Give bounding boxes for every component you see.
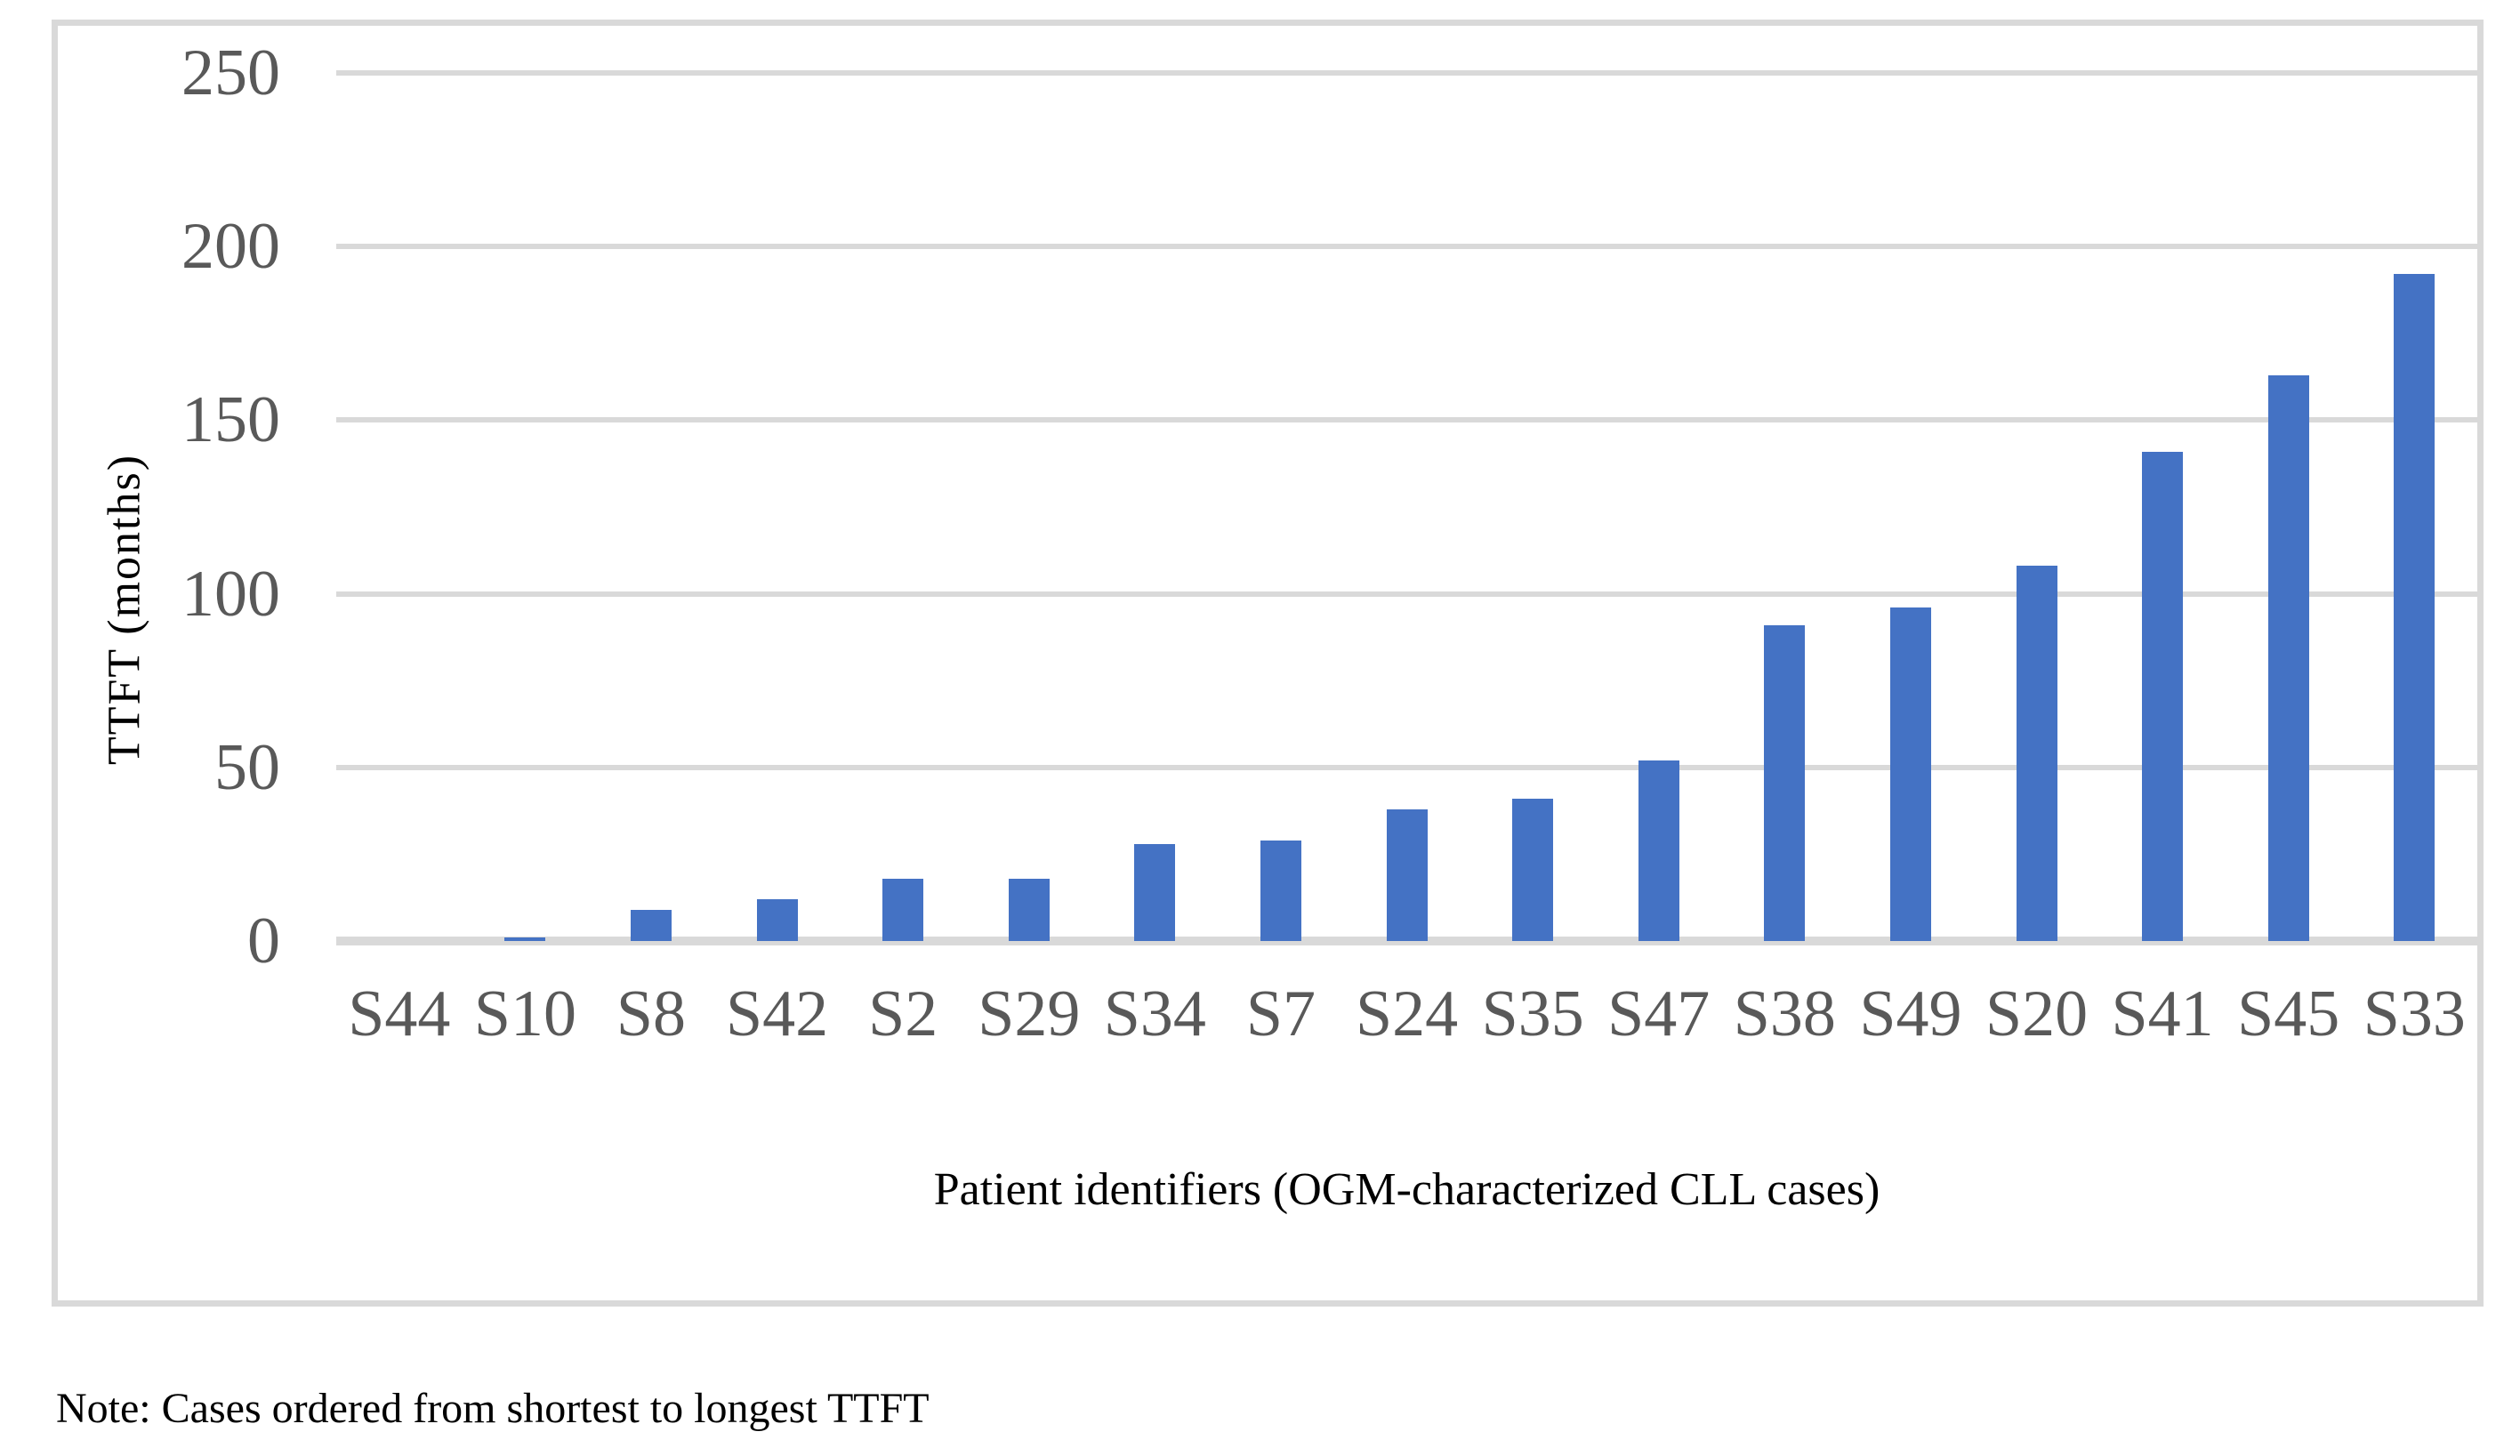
bar-S7	[1260, 840, 1301, 941]
bar-slot-S29	[966, 73, 1092, 941]
bar-S45	[2267, 374, 2309, 941]
bar-S42	[756, 899, 798, 941]
x-axis-baseline	[336, 937, 2477, 945]
bar-S33	[2394, 274, 2435, 941]
gridline-y-250	[336, 70, 2477, 76]
bar-slot-S45	[2226, 73, 2352, 941]
bar-slot-S44	[336, 73, 463, 941]
bar-S24	[1386, 808, 1428, 941]
bar-S2	[882, 878, 924, 941]
bar-slot-S33	[2352, 73, 2478, 941]
y-tick-label-50: 50	[214, 730, 280, 804]
bar-slot-S24	[1344, 73, 1470, 941]
x-tick-label-S49: S49	[1859, 977, 1962, 1050]
gridline-y-200	[336, 244, 2477, 250]
bar-slot-S38	[1722, 73, 1848, 941]
bar-S49	[1889, 607, 1931, 941]
gridline-y-150	[336, 417, 2477, 423]
bar-S35	[1512, 798, 1554, 941]
bar-slot-S49	[1848, 73, 1974, 941]
x-tick-label-S20: S20	[1985, 977, 2089, 1050]
bar-S38	[1764, 624, 1806, 941]
x-tick-label-S8: S8	[616, 977, 687, 1050]
chart-frame	[52, 20, 2484, 1307]
bar-slot-S34	[1092, 73, 1219, 941]
bar-S10	[504, 937, 546, 941]
x-axis-title: Patient identifiers (OGM-characterized C…	[933, 1164, 1880, 1215]
plot-area	[336, 70, 2477, 945]
bar-S34	[1134, 843, 1176, 941]
y-tick-label-200: 200	[181, 210, 280, 284]
x-tick-label-S41: S41	[2111, 977, 2214, 1050]
x-tick-label-S33: S33	[2363, 977, 2466, 1050]
x-tick-label-S42: S42	[726, 977, 829, 1050]
bar-S20	[2016, 566, 2057, 941]
bar-slot-S8	[588, 73, 714, 941]
bar-S41	[2142, 451, 2184, 941]
gridline-y-100	[336, 591, 2477, 597]
y-tick-label-150: 150	[181, 383, 280, 457]
x-tick-label-S10: S10	[473, 977, 576, 1050]
x-tick-label-S38: S38	[1733, 977, 1836, 1050]
x-tick-label-S7: S7	[1245, 977, 1316, 1050]
figure-note: Note: Cases ordered from shortest to lon…	[56, 1385, 930, 1432]
x-tick-label-S35: S35	[1481, 977, 1584, 1050]
bar-slot-S2	[840, 73, 966, 941]
x-tick-label-S34: S34	[1103, 977, 1206, 1050]
x-tick-label-S44: S44	[348, 977, 451, 1050]
x-tick-label-S45: S45	[2237, 977, 2340, 1050]
y-tick-label-0: 0	[247, 905, 280, 977]
bar-S29	[1008, 878, 1050, 941]
bar-S8	[630, 909, 672, 941]
bar-slot-S35	[1469, 73, 1596, 941]
bar-slot-S20	[1974, 73, 2100, 941]
bar-slot-S47	[1596, 73, 1722, 941]
y-tick-label-250: 250	[181, 36, 280, 109]
y-tick-label-100: 100	[181, 557, 280, 631]
x-tick-label-S29: S29	[978, 977, 1081, 1050]
x-tick-label-S24: S24	[1355, 977, 1459, 1050]
bar-slot-S7	[1218, 73, 1344, 941]
y-axis-title: TTFT (months)	[99, 453, 150, 766]
bar-series	[336, 73, 2477, 941]
x-tick-label-S47: S47	[1607, 977, 1711, 1050]
bar-slot-S10	[463, 73, 589, 941]
x-tick-label-S2: S2	[868, 977, 938, 1050]
gridline-y-50	[336, 764, 2477, 770]
bar-S47	[1638, 760, 1679, 941]
bar-slot-S41	[2099, 73, 2226, 941]
x-axis-tick-labels: S44 S10 S8 S42 S2 S29 S34 S7 S24 S35 S47 S38 S49 S20 S…	[336, 977, 2477, 1052]
bar-slot-S42	[714, 73, 841, 941]
